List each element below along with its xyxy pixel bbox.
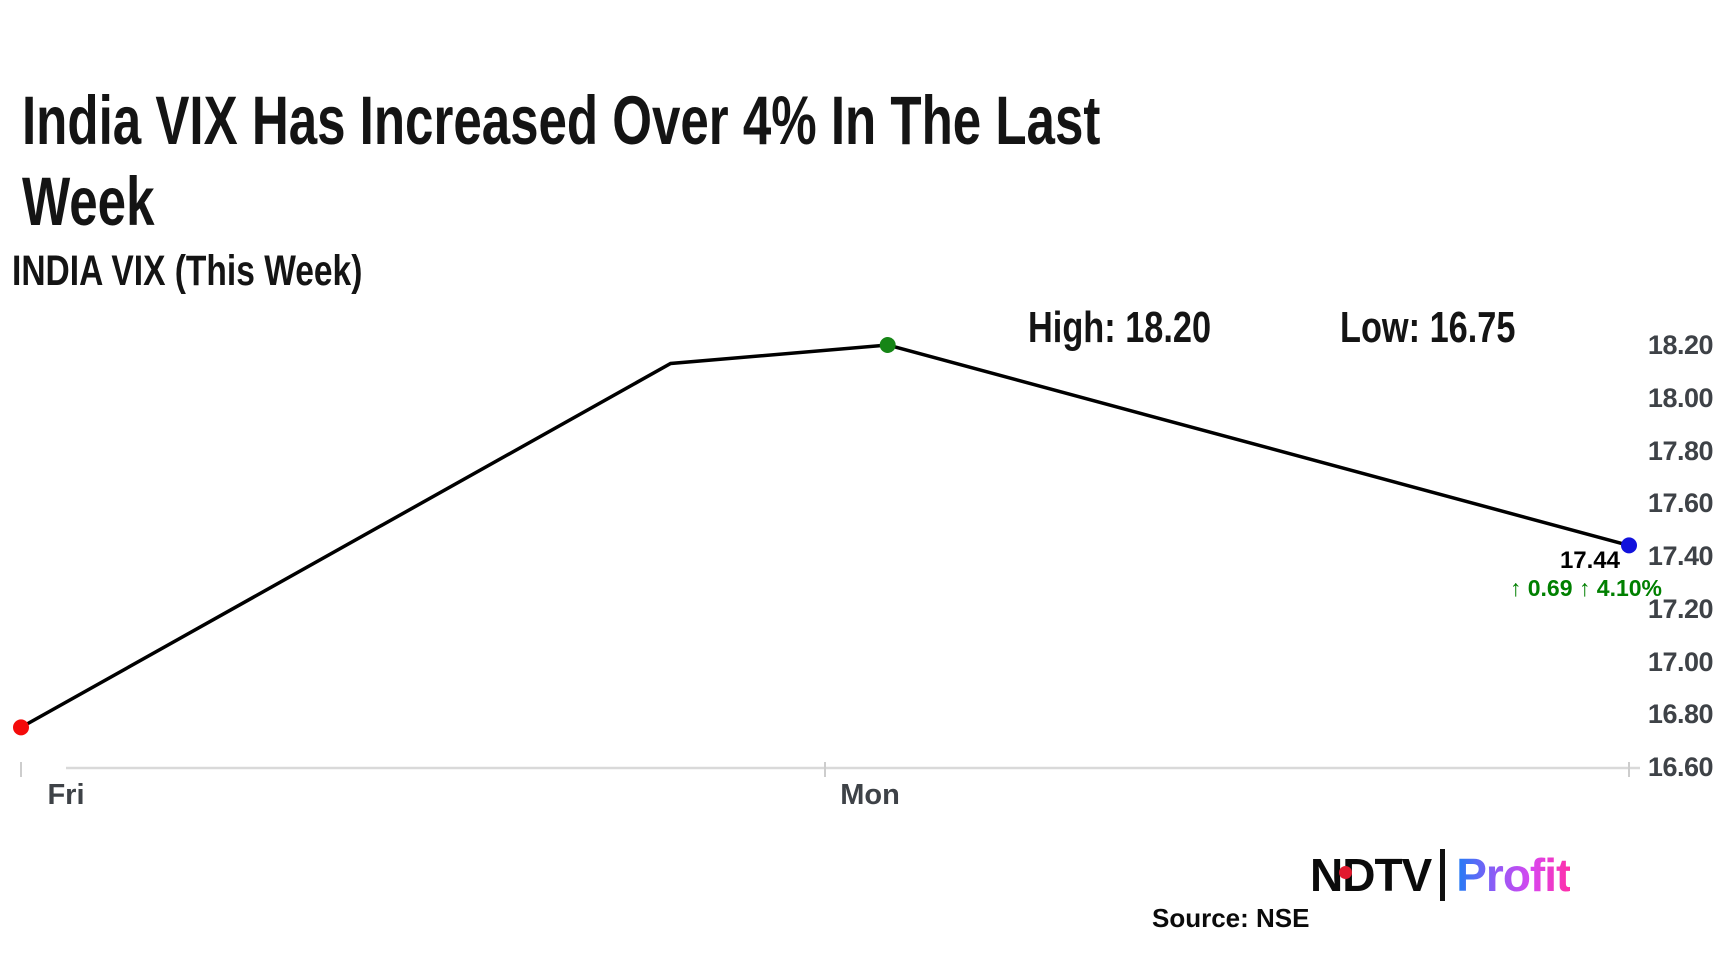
chart-title-line2: Week	[22, 163, 155, 240]
change-label: ↑ 0.69 ↑ 4.10%	[1509, 575, 1662, 601]
chart-title: India VIX Has Increased Over 4% In The L…	[22, 80, 1100, 242]
data-point-marker	[1621, 537, 1637, 554]
data-point-marker	[13, 719, 29, 736]
profit-wordmark: Profit	[1456, 849, 1571, 901]
low-value-label: Low: 16.75	[1340, 303, 1516, 352]
vix-line-series	[20, 343, 1630, 729]
ndtv-profit-logo: NDTV Profit	[1310, 845, 1571, 905]
logo-separator-bar	[1440, 849, 1446, 901]
last-value-label: 17.44	[1559, 547, 1620, 574]
chart-title-line1: India VIX Has Increased Over 4% In The L…	[22, 82, 1101, 159]
data-point-marker	[879, 337, 896, 353]
source-credit: Source: NSE	[1152, 903, 1310, 933]
high-value-label: High: 18.20	[1028, 303, 1212, 352]
ndtv-wordmark: NDTV	[1310, 849, 1432, 901]
ndtv-red-dot-icon	[1339, 866, 1352, 879]
chart-subtitle: INDIA VIX (This Week)	[12, 247, 363, 295]
